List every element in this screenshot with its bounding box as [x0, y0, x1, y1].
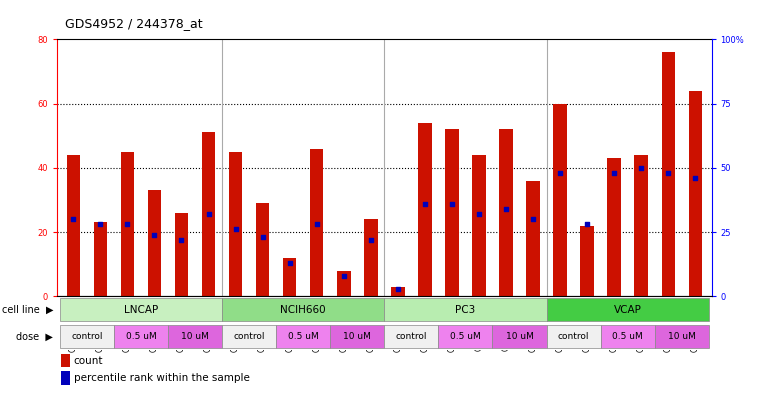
Bar — [148, 190, 161, 296]
Text: 10 uM: 10 uM — [505, 332, 533, 341]
Bar — [438, 325, 492, 348]
Text: percentile rank within the sample: percentile rank within the sample — [74, 373, 250, 384]
Text: 10 uM: 10 uM — [668, 332, 696, 341]
Bar — [202, 132, 215, 296]
Text: control: control — [396, 332, 427, 341]
Point — [581, 221, 594, 228]
Text: dose  ▶: dose ▶ — [17, 331, 53, 342]
Bar — [418, 123, 431, 296]
Bar — [499, 129, 513, 296]
Point — [94, 221, 107, 228]
Bar — [121, 152, 134, 296]
Point — [689, 175, 702, 181]
Text: GDS4952 / 244378_at: GDS4952 / 244378_at — [65, 17, 202, 30]
Bar — [492, 325, 546, 348]
Bar — [445, 129, 459, 296]
Bar — [661, 52, 675, 296]
Point — [419, 201, 431, 207]
Point — [500, 206, 512, 212]
Bar — [391, 286, 405, 296]
Point — [230, 226, 242, 233]
Point — [284, 260, 296, 266]
Bar — [546, 298, 708, 321]
Point — [148, 231, 161, 238]
Bar — [364, 219, 377, 296]
Bar — [527, 181, 540, 296]
Point — [554, 170, 566, 176]
Bar — [472, 155, 486, 296]
Point — [527, 216, 539, 222]
Bar — [229, 152, 242, 296]
Bar — [553, 103, 567, 296]
Text: LNCAP: LNCAP — [124, 305, 158, 315]
Bar — [94, 222, 107, 296]
Text: NCIH660: NCIH660 — [280, 305, 326, 315]
Bar — [654, 325, 708, 348]
Text: control: control — [234, 332, 265, 341]
Bar — [222, 298, 384, 321]
Bar — [60, 325, 114, 348]
Point — [338, 273, 350, 279]
Text: control: control — [71, 332, 103, 341]
Bar — [384, 298, 546, 321]
Text: 10 uM: 10 uM — [181, 332, 209, 341]
Bar — [546, 325, 600, 348]
Bar — [337, 271, 351, 296]
Point — [175, 237, 187, 243]
Bar — [384, 325, 438, 348]
Bar — [175, 213, 188, 296]
Text: 0.5 uM: 0.5 uM — [126, 332, 156, 341]
Point — [635, 165, 648, 171]
Point — [256, 234, 269, 241]
Point — [121, 221, 133, 228]
Bar — [60, 298, 222, 321]
Point — [202, 211, 215, 217]
Bar — [581, 226, 594, 296]
Point — [608, 170, 620, 176]
Point — [67, 216, 79, 222]
Point — [473, 211, 485, 217]
Bar — [276, 325, 330, 348]
Text: control: control — [558, 332, 589, 341]
Text: 0.5 uM: 0.5 uM — [450, 332, 481, 341]
Point — [365, 237, 377, 243]
Point — [446, 201, 458, 207]
Bar — [256, 203, 269, 296]
Text: 0.5 uM: 0.5 uM — [613, 332, 643, 341]
Point — [310, 221, 323, 228]
Bar — [689, 91, 702, 296]
Bar — [330, 325, 384, 348]
Bar — [168, 325, 222, 348]
Point — [662, 170, 674, 176]
Bar — [283, 258, 297, 296]
Text: PC3: PC3 — [455, 305, 476, 315]
Bar — [635, 155, 648, 296]
Text: 10 uM: 10 uM — [343, 332, 371, 341]
Bar — [600, 325, 654, 348]
Text: count: count — [74, 356, 103, 366]
Text: 0.5 uM: 0.5 uM — [288, 332, 319, 341]
Bar — [607, 158, 621, 296]
Bar — [114, 325, 168, 348]
Bar — [310, 149, 323, 296]
Point — [392, 285, 404, 292]
Bar — [66, 155, 80, 296]
Text: VCAP: VCAP — [614, 305, 642, 315]
Text: cell line  ▶: cell line ▶ — [2, 305, 53, 315]
Bar — [222, 325, 276, 348]
